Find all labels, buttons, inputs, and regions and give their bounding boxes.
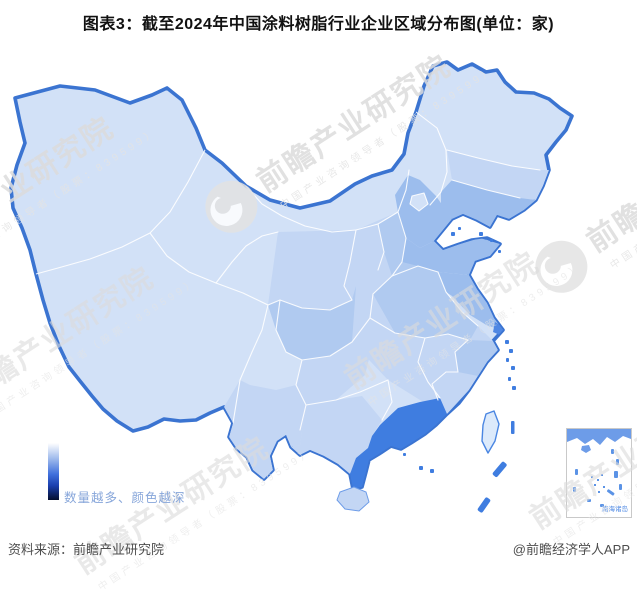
region-yunnan bbox=[224, 380, 306, 479]
region-central-band bbox=[268, 212, 493, 414]
region-liaoning bbox=[441, 180, 536, 227]
region-hainan bbox=[336, 486, 370, 512]
inset-hainan bbox=[581, 445, 591, 453]
inset-islands bbox=[573, 449, 622, 507]
page-title: 图表3：截至2024年中国涂料树脂行业企业区域分布图(单位：家) bbox=[82, 16, 555, 33]
region-shandong bbox=[402, 238, 500, 275]
region-jiangsu bbox=[438, 272, 503, 330]
region-sichuan bbox=[268, 286, 356, 360]
region-guangdong bbox=[350, 398, 447, 489]
legend-label: 数量越多、颜色越深 bbox=[64, 491, 186, 505]
region-taiwan bbox=[481, 410, 500, 454]
islands bbox=[403, 227, 516, 513]
region-guizhou bbox=[296, 342, 370, 405]
region-henan-anhui bbox=[373, 246, 478, 340]
region-jilin bbox=[447, 150, 549, 200]
region-shanxi bbox=[378, 212, 406, 276]
province-borders bbox=[35, 111, 541, 431]
inset-label: 南海诸岛 bbox=[602, 506, 628, 513]
source-note: 资料来源：前瞻产业研究院 bbox=[8, 542, 165, 557]
region-zhejiang bbox=[455, 340, 498, 376]
credit-note: @前瞻经济学人APP bbox=[512, 542, 630, 557]
legend-gradient-bar bbox=[48, 443, 59, 500]
region-beijing bbox=[410, 193, 428, 211]
region-hebei bbox=[395, 175, 452, 248]
region-guangxi bbox=[291, 396, 382, 474]
color-legend: 数量越多、颜色越深 bbox=[48, 443, 185, 505]
south-china-sea-inset: 南海诸岛 bbox=[566, 428, 632, 518]
china-map bbox=[9, 60, 574, 513]
inset-coastline bbox=[567, 429, 631, 445]
